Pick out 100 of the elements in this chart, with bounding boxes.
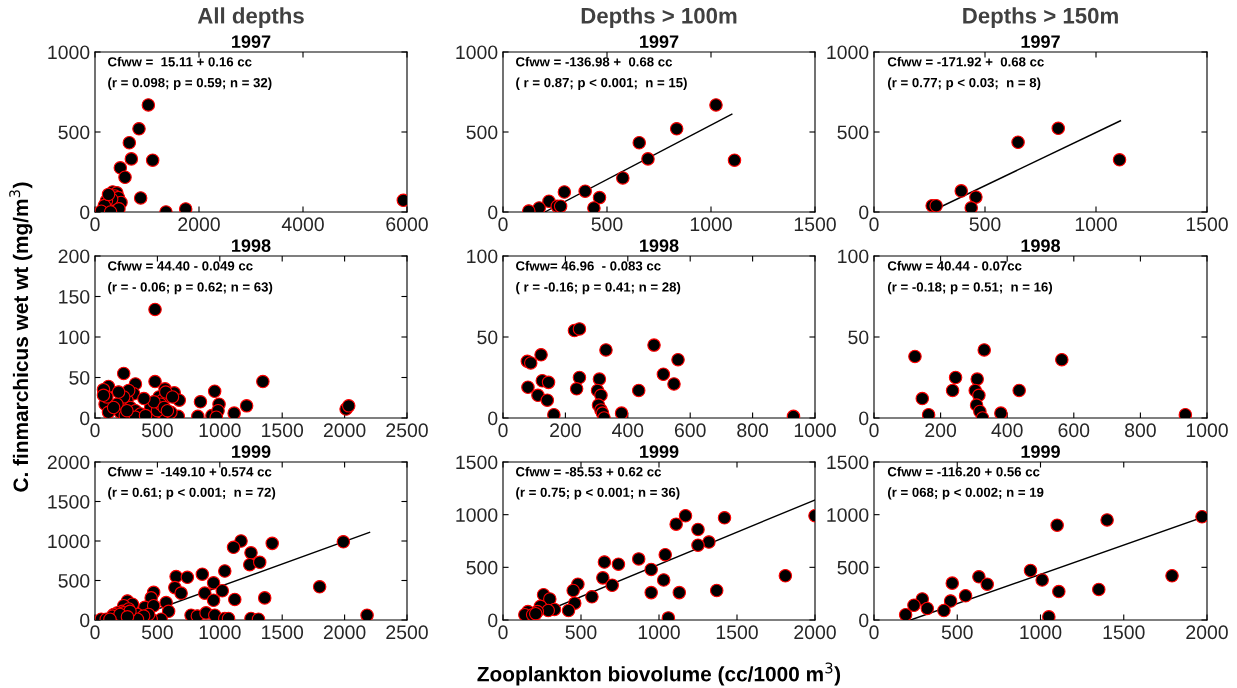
- chart-subtitle: All depths: [197, 7, 304, 28]
- annotation: Cfww= 46.96 - 0.083 cc: [516, 260, 661, 271]
- point: [1100, 513, 1114, 527]
- point: [898, 607, 913, 620]
- point: [118, 170, 132, 185]
- chart-title: 1998: [232, 239, 271, 253]
- chart-title: 1999: [1021, 445, 1060, 459]
- point: [137, 391, 151, 406]
- point: [1112, 153, 1127, 167]
- point: [122, 135, 137, 150]
- annotation: (r = 0.77; p < 0.03; n = 8): [887, 77, 1041, 90]
- point: [907, 598, 921, 613]
- annotation: ( r = 0.87; p < 0.001; n = 15): [516, 77, 687, 90]
- x-tick-label: 0: [90, 423, 100, 438]
- x-tick-label: 1000: [638, 625, 680, 640]
- y-axis-title: C. finmarchicus wet wt (mg/m$^{3}$): [9, 182, 33, 492]
- point: [96, 388, 111, 403]
- y-tick-label: 150: [59, 289, 90, 304]
- point: [557, 185, 572, 199]
- y-tick-label: 100: [838, 249, 869, 264]
- chart-title: 1997: [1021, 35, 1060, 49]
- point: [148, 302, 162, 317]
- y-tick-label: 50: [848, 330, 869, 345]
- x-tick-label: 1000: [1075, 217, 1117, 232]
- point: [972, 570, 986, 584]
- annotation: (r = 0.098; p = 0.59; n = 32): [108, 77, 272, 90]
- y-tick-label: 500: [466, 560, 498, 575]
- x-tick-label: 500: [141, 423, 173, 438]
- point: [226, 540, 241, 555]
- point: [669, 122, 684, 136]
- x-tick-label: 1000: [1186, 423, 1228, 438]
- x-tick-label: 0: [498, 217, 508, 232]
- point: [937, 603, 951, 618]
- x-tick-label: 1500: [794, 217, 836, 232]
- point: [165, 390, 180, 404]
- x-tick-label: 0: [498, 423, 508, 438]
- point: [524, 356, 538, 370]
- annotation: Cfww = -171.92 + 0.68 cc: [887, 56, 1044, 67]
- x-tick-label: 2000: [1186, 625, 1228, 640]
- x-tick-label: 0: [869, 423, 879, 438]
- point: [133, 191, 148, 205]
- point: [778, 568, 793, 583]
- x-tick-label: 4000: [281, 217, 324, 232]
- y-tick-label: 500: [837, 125, 869, 140]
- point: [572, 322, 587, 336]
- y-tick-label: 0: [859, 411, 869, 426]
- point: [1011, 135, 1025, 150]
- x-tick-label: 200: [925, 423, 957, 438]
- point: [193, 395, 208, 409]
- point: [616, 171, 630, 185]
- point: [605, 578, 619, 593]
- x-tick-label: 800: [1125, 423, 1156, 438]
- point: [597, 555, 612, 569]
- y-tick-label: 0: [859, 205, 869, 220]
- point: [656, 367, 671, 382]
- point: [1051, 121, 1066, 136]
- point: [141, 98, 156, 112]
- chart-title: 1997: [232, 35, 271, 49]
- point: [132, 122, 146, 136]
- point: [1178, 407, 1193, 418]
- y-tick-label: 1000: [48, 534, 90, 549]
- y-tick-label: 500: [837, 560, 869, 575]
- y-tick-label: 0: [80, 205, 90, 220]
- y-tick-label: 0: [488, 613, 498, 628]
- point: [667, 377, 681, 391]
- point: [672, 585, 687, 600]
- point: [252, 555, 267, 570]
- point: [954, 184, 969, 198]
- point: [945, 576, 960, 590]
- x-tick-label: 1500: [262, 423, 304, 438]
- point: [948, 370, 963, 385]
- point: [920, 601, 935, 616]
- point: [257, 591, 272, 605]
- point: [244, 546, 258, 560]
- point: [207, 384, 222, 399]
- y-tick-label: 2000: [47, 455, 90, 470]
- y-tick-label: 500: [466, 125, 498, 140]
- point: [1023, 563, 1038, 578]
- y-tick-label: 1000: [456, 45, 498, 60]
- point: [631, 552, 646, 566]
- point: [614, 406, 629, 418]
- y-tick-label: 500: [58, 125, 90, 140]
- point: [572, 370, 587, 385]
- point: [658, 547, 673, 562]
- x-tick-label: 1000: [199, 625, 241, 640]
- point: [921, 407, 936, 418]
- y-tick-label: 0: [488, 205, 498, 220]
- point: [596, 571, 610, 585]
- point: [312, 580, 327, 594]
- point: [678, 508, 693, 523]
- point: [964, 201, 979, 212]
- y-tick-label: 1000: [827, 508, 869, 522]
- x-tick-label: 800: [737, 423, 769, 438]
- point: [360, 608, 374, 620]
- x-tick-label: 200: [550, 423, 581, 438]
- point: [1165, 568, 1179, 583]
- chart-title: 1997: [640, 35, 679, 49]
- x-tick-label: 2000: [794, 625, 836, 640]
- chart-subtitle: Depths > 150m: [963, 7, 1118, 28]
- point: [206, 576, 221, 590]
